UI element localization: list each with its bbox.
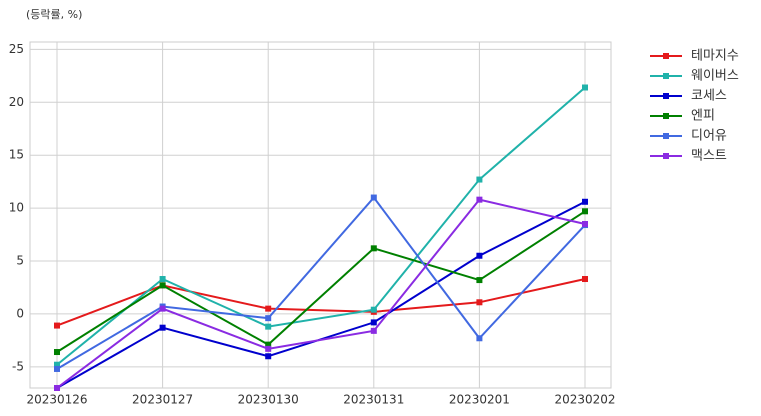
legend-label: 디어유 — [691, 129, 727, 144]
legend-marker — [663, 113, 669, 119]
legend-label: 맥스트 — [691, 149, 727, 164]
point-marker — [582, 208, 588, 215]
point-marker — [476, 335, 483, 342]
y-tick-label: -5 — [12, 359, 24, 373]
y-tick-label: 25 — [9, 42, 24, 56]
y-tick-label: 20 — [9, 95, 24, 109]
legend-label: 엔피 — [691, 109, 715, 124]
point-marker — [476, 252, 483, 259]
x-tick-label: 20230202 — [554, 393, 615, 407]
point-marker — [582, 84, 588, 91]
series-line — [56, 198, 586, 389]
point-marker — [54, 365, 60, 372]
x-tick-label: 20230126 — [26, 393, 87, 407]
legend-marker — [663, 133, 669, 139]
point-marker — [265, 341, 272, 348]
point-marker — [476, 196, 483, 203]
legend-marker — [663, 53, 669, 59]
point-marker — [54, 322, 60, 329]
point-marker — [159, 305, 166, 312]
point-marker — [476, 277, 483, 284]
plot-frame — [29, 41, 612, 389]
y-tick-label: 5 — [16, 254, 24, 268]
x-tick-label: 20230130 — [238, 393, 299, 407]
point-marker — [370, 327, 377, 334]
legend-marker — [663, 93, 669, 99]
point-marker — [265, 323, 272, 330]
point-marker — [265, 353, 272, 360]
point-marker — [159, 324, 166, 331]
point-marker — [54, 385, 60, 391]
point-marker — [476, 299, 483, 306]
x-tick-label: 20230127 — [132, 393, 193, 407]
point-marker — [476, 176, 483, 183]
point-marker — [54, 361, 60, 368]
point-marker — [582, 198, 588, 205]
legend-label: 테마지수 — [691, 49, 739, 64]
y-tick-label: 0 — [16, 306, 24, 320]
legend-marker — [663, 153, 669, 159]
x-tick-label: 20230201 — [449, 393, 510, 407]
point-marker — [265, 305, 272, 312]
chart-subtitle: (등락률, %) — [26, 8, 82, 21]
point-marker — [159, 282, 166, 289]
point-marker — [370, 245, 377, 252]
point-marker — [370, 319, 377, 326]
y-tick-label: 15 — [9, 148, 24, 162]
point-marker — [582, 220, 588, 227]
series-line — [56, 210, 586, 353]
series-line — [56, 86, 586, 366]
series-line — [56, 195, 586, 370]
x-tick-label: 20230131 — [343, 393, 404, 407]
y-tick-label: 10 — [9, 201, 24, 215]
legend-label: 웨이버스 — [691, 69, 739, 84]
point-marker — [582, 276, 588, 283]
point-marker — [54, 349, 60, 356]
point-marker — [265, 315, 272, 322]
point-marker — [370, 306, 377, 313]
point-marker — [370, 194, 377, 201]
point-marker — [265, 345, 272, 352]
point-marker — [159, 276, 166, 283]
legend-label: 코세스 — [691, 89, 727, 104]
legend-marker — [663, 73, 669, 79]
